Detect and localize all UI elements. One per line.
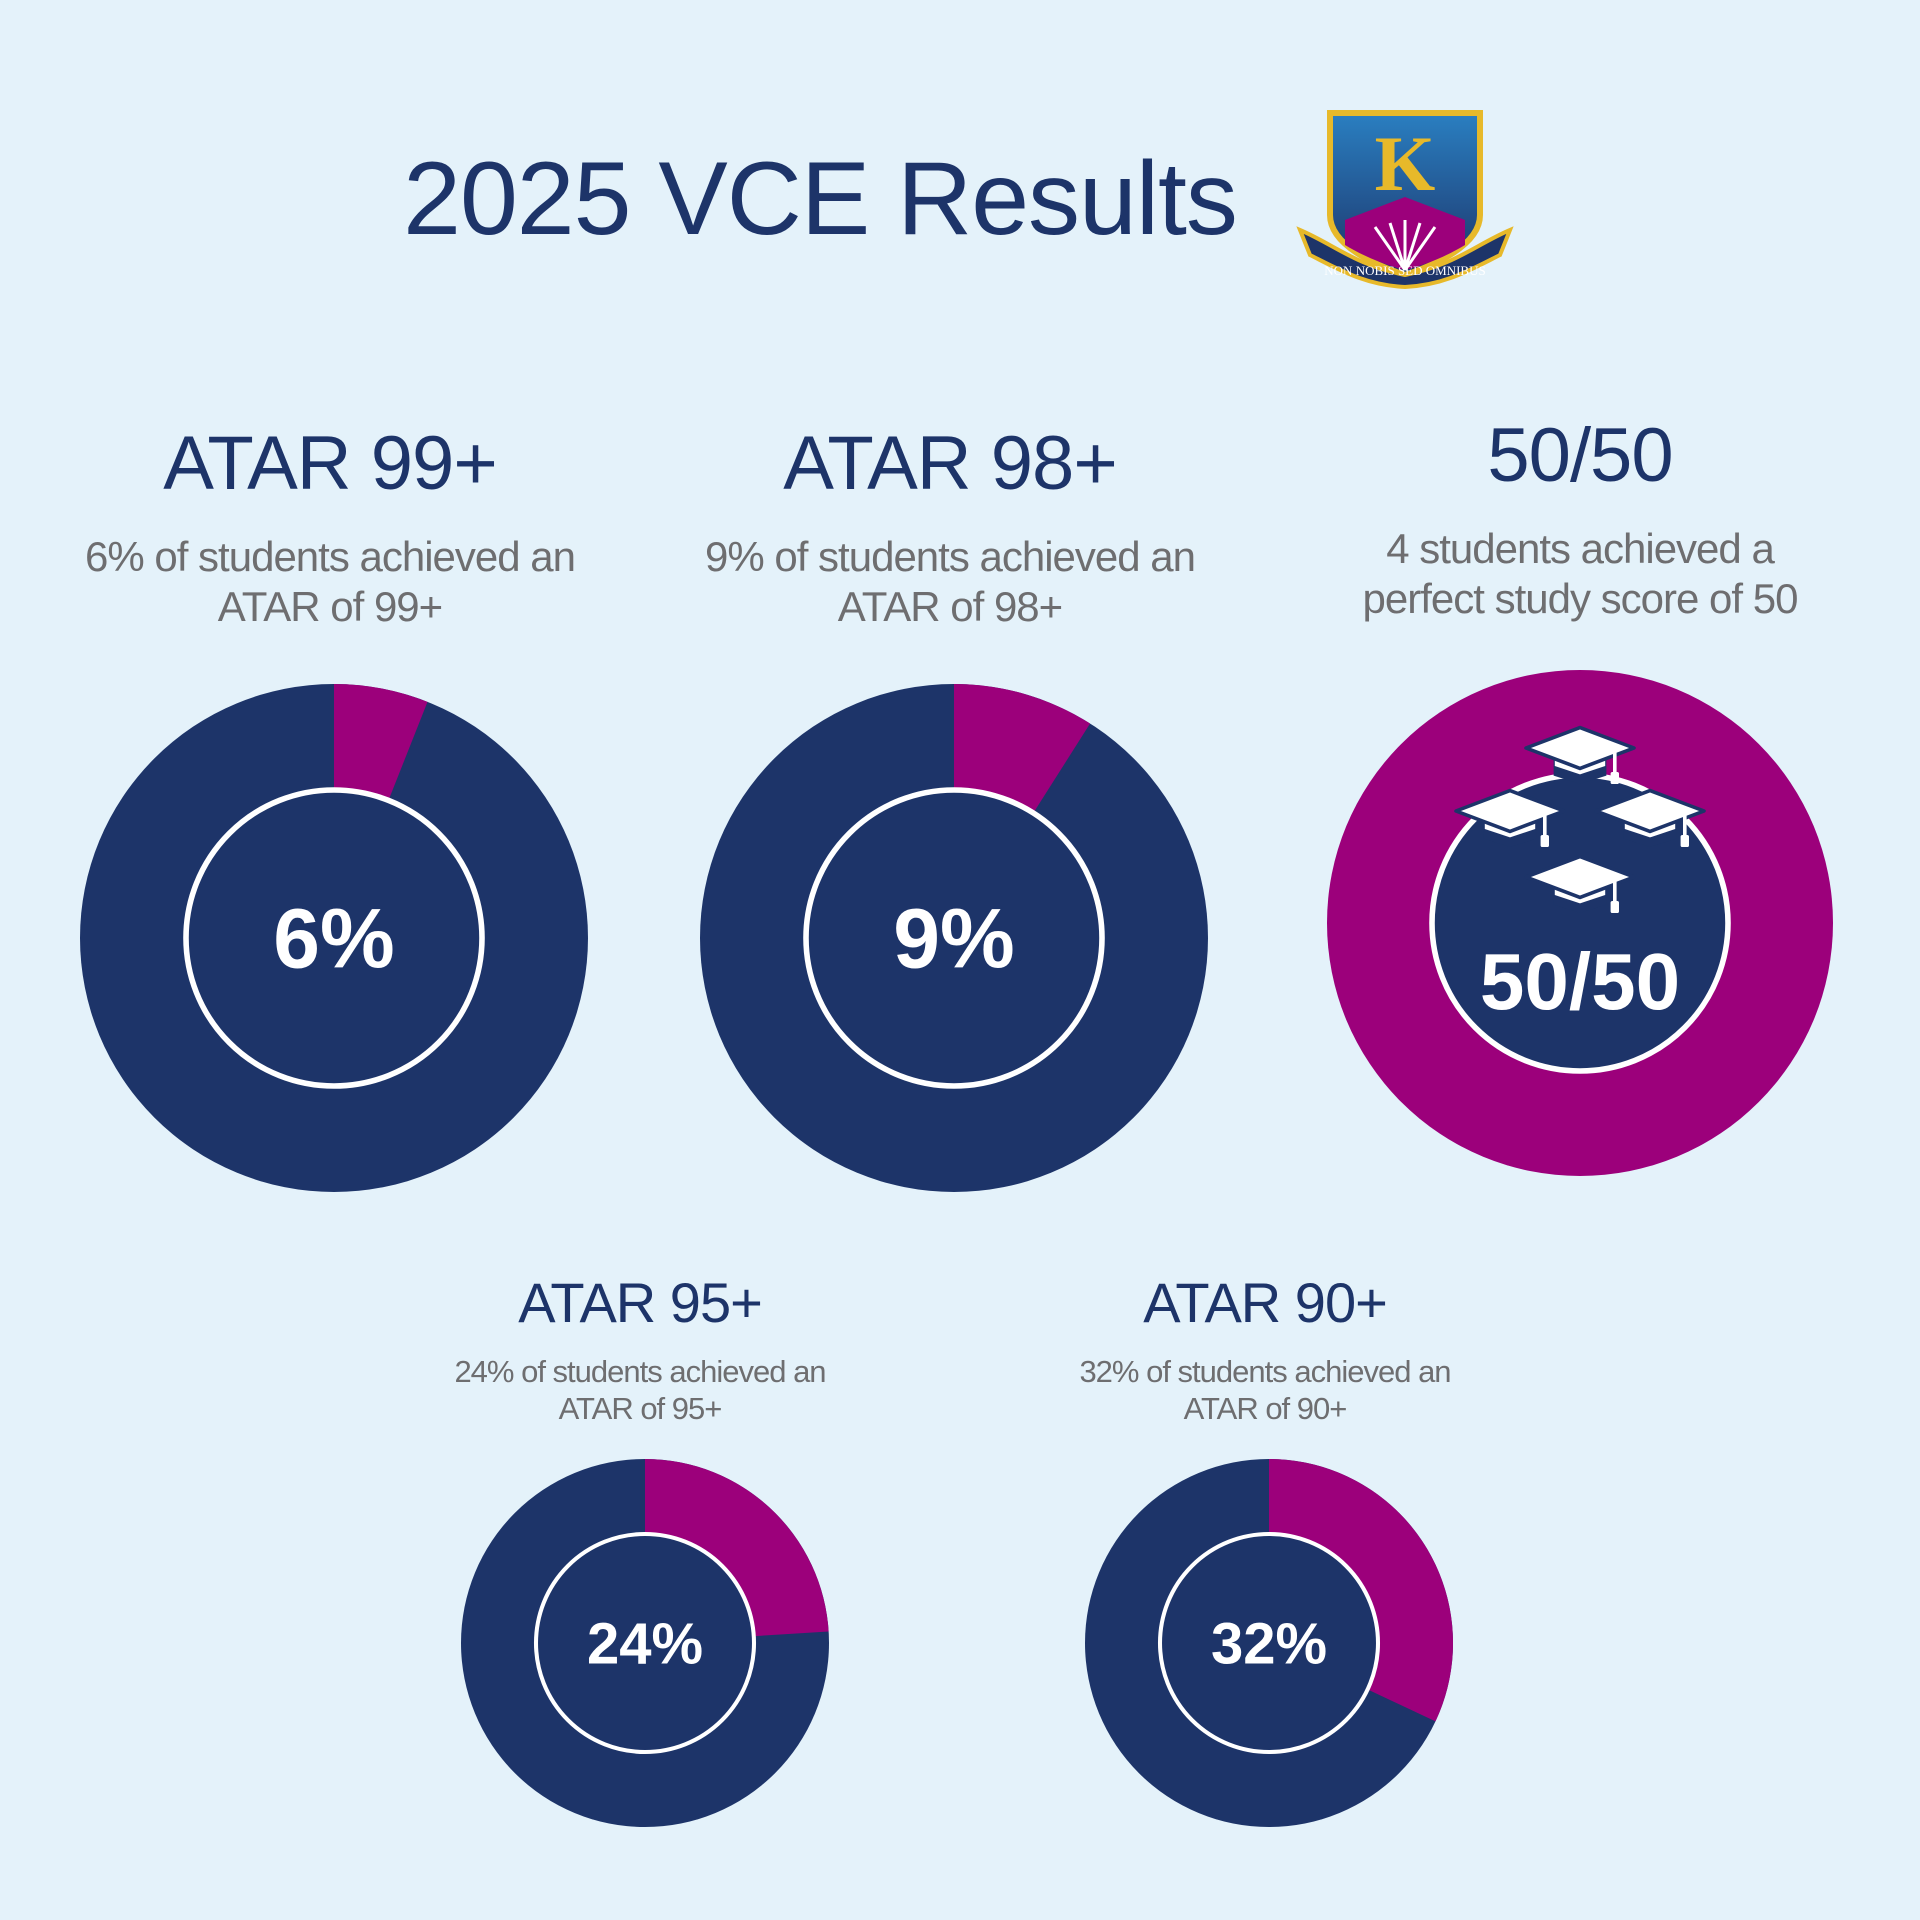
donut-chart-atar-99: 6% (80, 684, 588, 1192)
donut-center-ring (803, 787, 1105, 1089)
stat-description-line2: ATAR of 99+ (217, 583, 443, 631)
stat-atar-99: ATAR 99+ 6% of students achieved an ATAR… (40, 420, 620, 633)
stat-heading: ATAR 95+ (518, 1271, 763, 1334)
stat-heading: 50/50 (1487, 413, 1673, 498)
donut-center-label: 32% (1211, 1611, 1327, 1676)
stat-perfect-score: 50/50 4 students achieved a perfect stud… (1290, 412, 1870, 625)
stat-atar-90: ATAR 90+ 32% of students achieved an ATA… (1045, 1270, 1485, 1427)
donut-center-label: 6% (273, 891, 394, 985)
donut-center-ring (1157, 1531, 1381, 1755)
stat-description-line2: ATAR of 90+ (1183, 1391, 1348, 1427)
donut-center-label: 50/50 (1480, 937, 1680, 1026)
graduation-cap-icon (1454, 788, 1566, 847)
donut-chart-atar-90: 32% (1085, 1459, 1453, 1827)
page-title: 2025 VCE Results (403, 141, 1238, 257)
stat-heading: ATAR 98+ (783, 421, 1117, 506)
graduation-cap-icon (1524, 854, 1636, 913)
donut-center-ring (533, 1531, 757, 1755)
stat-description-line1: 6% of students achieved an (84, 533, 576, 580)
graduation-caps-icon (1454, 725, 1706, 913)
donut-chart-atar-95: 24% (461, 1459, 829, 1827)
svg-text:K: K (1375, 120, 1436, 207)
stat-description-line1: 9% of students achieved an (704, 533, 1196, 580)
donut-center-ring (183, 787, 485, 1089)
graduation-cap-icon (1524, 725, 1636, 784)
stat-description-line1: 4 students achieved a (1386, 525, 1775, 572)
graduation-cap-icon (1594, 788, 1706, 847)
donut-center-label: 24% (587, 1611, 703, 1676)
stat-atar-98: ATAR 98+ 9% of students achieved an ATAR… (660, 420, 1240, 633)
svg-text:NON NOBIS SED OMNIBUS: NON NOBIS SED OMNIBUS (1324, 263, 1485, 278)
stat-heading: ATAR 90+ (1143, 1271, 1388, 1334)
stat-description-line2: ATAR of 98+ (837, 583, 1063, 631)
stat-description-line1: 24% of students achieved an (454, 1354, 826, 1389)
stat-description-line2: ATAR of 95+ (558, 1391, 723, 1427)
donut-center-label: 9% (893, 891, 1014, 985)
donut-chart-perfect-score: 50/50 (1327, 670, 1833, 1176)
stat-atar-95: ATAR 95+ 24% of students achieved an ATA… (420, 1270, 860, 1427)
school-crest-logo: K NON NOBIS SED OMNIBUS (1296, 110, 1514, 290)
donut-chart-atar-98: 9% (700, 684, 1208, 1192)
stat-description-line1: 32% of students achieved an (1079, 1354, 1451, 1389)
stat-description-line2: perfect study score of 50 (1362, 575, 1799, 623)
stat-heading: ATAR 99+ (163, 421, 497, 506)
